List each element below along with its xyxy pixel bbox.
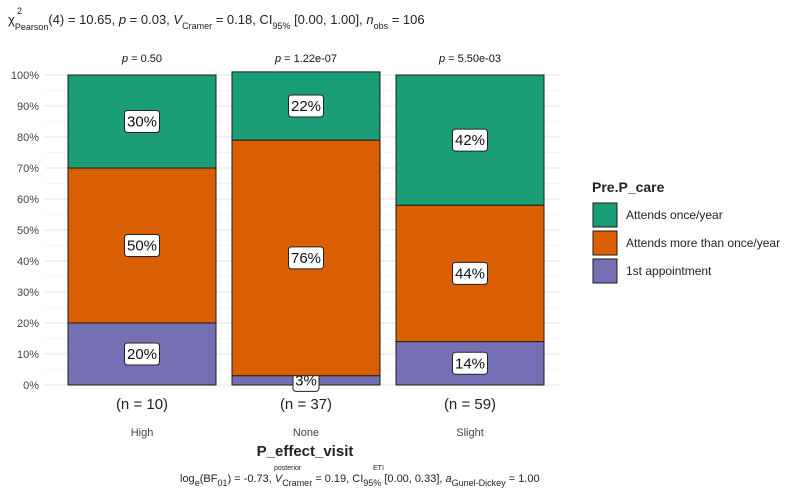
caption-bf-sub: 01 bbox=[217, 478, 227, 488]
data-label-box bbox=[452, 261, 488, 285]
title-p-val: = 0.03, bbox=[126, 12, 173, 27]
data-label: 20% bbox=[127, 346, 157, 363]
data-label: 22% bbox=[291, 98, 321, 115]
x-tick-label: Slight bbox=[456, 427, 484, 439]
data-label: 44% bbox=[455, 265, 485, 282]
title-v-sub: Cramer bbox=[182, 21, 212, 31]
caption-ci-sup: ETI bbox=[373, 465, 384, 472]
count-label: (n = 59) bbox=[444, 396, 496, 413]
title-ci-val: [0.00, 1.00], bbox=[290, 12, 366, 27]
caption-ci-val: [0.00, 0.33], bbox=[381, 473, 445, 485]
y-tick-label: 40% bbox=[17, 256, 39, 268]
y-tick-label: 70% bbox=[17, 163, 39, 175]
p-value-label: p = 0.50 bbox=[121, 53, 162, 65]
legend-label: Attends more than once/year bbox=[626, 236, 780, 250]
data-label: 30% bbox=[127, 114, 157, 131]
y-tick-label: 20% bbox=[17, 318, 39, 330]
data-label-box bbox=[288, 94, 324, 118]
data-label-box bbox=[124, 110, 160, 133]
title-stat: (4) = 10.65, bbox=[48, 12, 118, 27]
y-tick-label: 100% bbox=[11, 70, 39, 82]
p-value-label: p = 5.50e-03 bbox=[438, 53, 501, 65]
legend-title: Pre.P_care bbox=[592, 179, 665, 195]
data-label-box bbox=[124, 342, 160, 366]
legend: Pre.P_care Attends once/year Attends more … bbox=[592, 179, 780, 284]
title-n: n bbox=[366, 12, 373, 27]
chart-title: χPearson(4) = 10.65, p = 0.03, VCramer =… bbox=[8, 12, 425, 32]
data-label-box bbox=[452, 128, 488, 152]
title-chi-sub: Pearson bbox=[15, 22, 49, 32]
y-tick-label: 10% bbox=[17, 349, 39, 361]
data-label-box bbox=[124, 234, 160, 257]
data-label-box bbox=[288, 246, 324, 270]
title-chi-sup: 2 bbox=[17, 6, 22, 16]
legend-swatch bbox=[592, 258, 618, 284]
caption-v: V bbox=[275, 473, 284, 485]
count-label: (n = 10) bbox=[116, 396, 168, 413]
x-tick-label: High bbox=[131, 427, 154, 439]
title-p: p bbox=[118, 12, 126, 27]
y-tick-label: 50% bbox=[17, 225, 39, 237]
y-tick-label: 90% bbox=[17, 101, 39, 113]
caption-v-sup: posterior bbox=[274, 465, 302, 472]
data-label: 42% bbox=[455, 132, 485, 149]
p-value-label: p = 1.22e-07 bbox=[274, 53, 337, 65]
caption-v-val: = 0.19, CI bbox=[312, 473, 363, 485]
legend-label: Attends once/year bbox=[626, 208, 723, 222]
title-v-val: = 0.18, CI bbox=[212, 12, 272, 27]
data-label: 14% bbox=[455, 355, 485, 372]
caption-a-val: = 1.00 bbox=[506, 473, 540, 485]
legend-swatch bbox=[592, 230, 618, 256]
data-label: 76% bbox=[291, 250, 321, 267]
title-n-sub: obs bbox=[374, 21, 389, 31]
caption-bf-val: ) = -0.73, bbox=[227, 473, 274, 485]
title-chi: χ bbox=[8, 12, 15, 27]
x-tick-label: None bbox=[293, 427, 319, 439]
data-label-box bbox=[452, 351, 488, 375]
caption-log: log bbox=[180, 473, 195, 485]
caption-a: a bbox=[446, 473, 452, 485]
legend-label: 1st appointment bbox=[626, 264, 712, 278]
data-label: 50% bbox=[127, 238, 157, 255]
title-v: V bbox=[173, 12, 183, 27]
y-tick-label: 80% bbox=[17, 132, 39, 144]
x-axis-title: P_effect_visit bbox=[257, 443, 354, 460]
x-axis: p = 0.50 (n = 10) High p = 1.22e-07 (n = 37)… bbox=[116, 53, 501, 439]
y-tick-label: 0% bbox=[23, 380, 39, 392]
y-axis: 0% 10% 20% 30% 40% 50% 60% 70% 80% 90% 100% bbox=[11, 70, 39, 392]
caption-ci-sub: 95% bbox=[363, 478, 381, 488]
bars: 20% 50% 30% 3% 76% 22% 14% 44% 42% bbox=[67, 71, 545, 392]
data-label: 3% bbox=[295, 372, 317, 389]
caption-bf: (BF bbox=[200, 473, 218, 485]
y-tick-label: 60% bbox=[17, 194, 39, 206]
caption-log-sub: e bbox=[195, 478, 200, 488]
legend-swatch bbox=[592, 202, 618, 228]
caption-v-sub: Cramer bbox=[282, 478, 312, 488]
caption-a-sub: Gunel-Dickey bbox=[452, 478, 507, 488]
title-ci-sub: 95% bbox=[272, 21, 290, 31]
title-n-val: = 106 bbox=[388, 12, 425, 27]
count-label: (n = 37) bbox=[280, 396, 332, 413]
chart-caption: loge(BF01) = -0.73, VCramer = 0.19, CI95… bbox=[180, 473, 540, 488]
y-tick-label: 30% bbox=[17, 287, 39, 299]
